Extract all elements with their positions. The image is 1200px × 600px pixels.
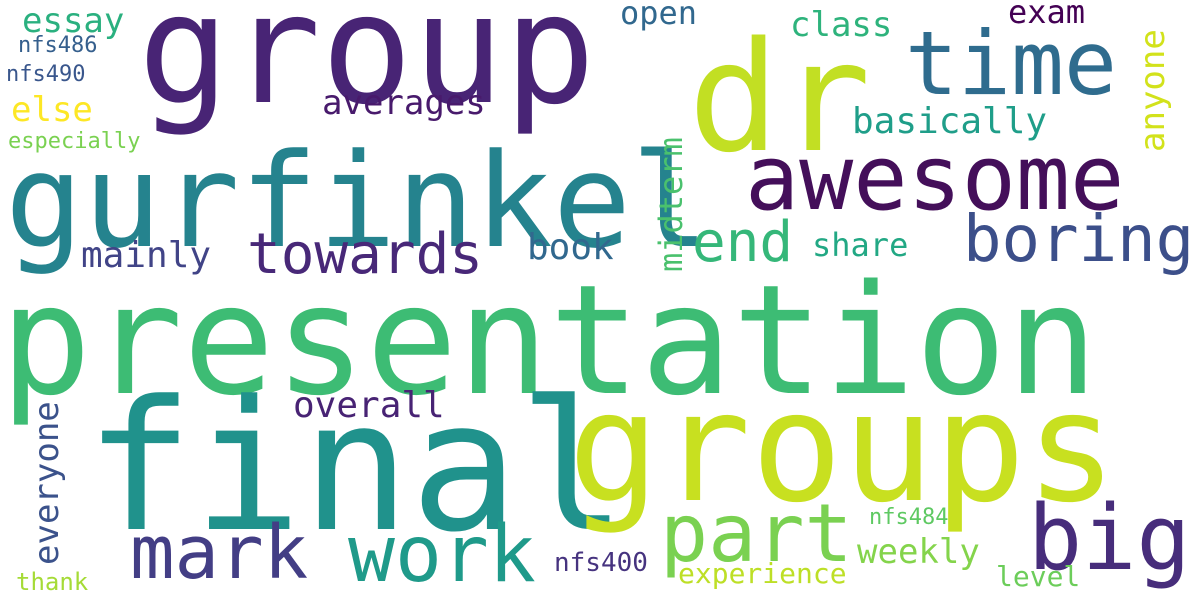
word-big: big — [1028, 486, 1191, 591]
word-nfs490: nfs490 — [6, 62, 86, 87]
word-essay: essay — [22, 1, 125, 41]
word-presentation: presentation — [0, 252, 1099, 429]
word-towards: towards — [247, 222, 484, 287]
word-level: level — [996, 560, 1081, 593]
word-gurfinkel: gurfinkel — [5, 125, 710, 277]
word-midterm: midterm — [652, 137, 690, 272]
word-end: end — [692, 210, 794, 275]
word-share: share — [812, 226, 909, 264]
word-thank: thank — [16, 568, 89, 596]
word-dr: dr — [688, 9, 872, 186]
word-especially: especially — [8, 129, 141, 154]
word-group: group — [138, 0, 596, 138]
word-overall: overall — [293, 385, 445, 426]
word-else: else — [11, 90, 93, 130]
word-book: book — [527, 227, 614, 268]
word-experience: experience — [678, 557, 847, 590]
word-nfs486: nfs486 — [18, 33, 98, 58]
word-open: open — [620, 0, 698, 32]
word-exam: exam — [1008, 0, 1086, 31]
word-groups: groups — [568, 359, 1118, 536]
word-awesome: awesome — [745, 126, 1125, 231]
word-mainly: mainly — [81, 235, 212, 276]
word-boring: boring — [963, 203, 1195, 277]
word-work: work — [348, 510, 536, 600]
word-nfs400: nfs400 — [554, 548, 648, 578]
word-anyone: anyone — [1133, 29, 1173, 152]
word-everyone: everyone — [27, 401, 67, 565]
word-weekly: weekly — [857, 532, 980, 572]
word-nfs484: nfs484 — [869, 505, 949, 530]
word-part: part — [660, 487, 853, 580]
word-averages: averages — [322, 83, 486, 123]
word-final: final — [85, 363, 627, 572]
word-time: time — [905, 12, 1117, 115]
word-class: class — [790, 5, 893, 45]
word-basically: basically — [852, 101, 1048, 142]
word-mark: mark — [130, 510, 309, 596]
